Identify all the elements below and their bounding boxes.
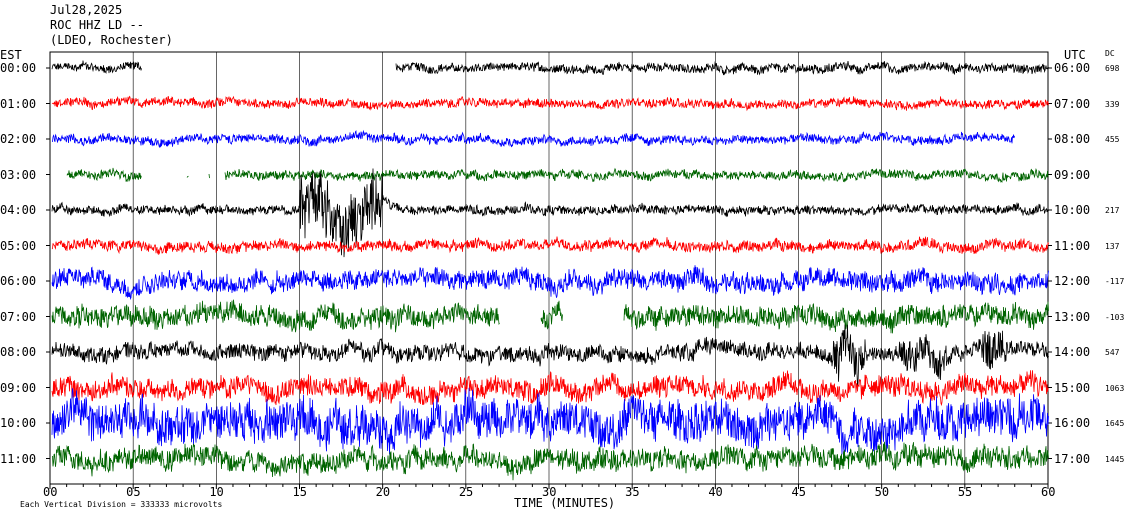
x-tick-label: 20 bbox=[376, 486, 390, 498]
x-tick-label: 60 bbox=[1041, 486, 1055, 498]
footer-note: Each Vertical Division = 333333 microvol… bbox=[20, 500, 222, 509]
trace-0300 bbox=[67, 168, 1049, 182]
x-tick-label: 50 bbox=[875, 486, 889, 498]
x-axis-title: TIME (MINUTES) bbox=[514, 497, 615, 509]
trace-0500 bbox=[52, 237, 1049, 254]
trace-1000 bbox=[52, 388, 1049, 455]
trace-0900 bbox=[52, 370, 1049, 406]
x-tick-label: 00 bbox=[43, 486, 57, 498]
trace-0200 bbox=[52, 131, 1015, 147]
trace-0600 bbox=[52, 265, 1049, 299]
x-tick-label: 10 bbox=[209, 486, 223, 498]
x-tick-label: 05 bbox=[126, 486, 140, 498]
x-tick-label: 25 bbox=[459, 486, 473, 498]
x-tick-label: 55 bbox=[958, 486, 972, 498]
x-tick-label: 35 bbox=[625, 486, 639, 498]
trace-1100 bbox=[52, 442, 1049, 480]
trace-0000 bbox=[52, 61, 1049, 76]
x-tick-label: 30 bbox=[542, 486, 556, 498]
x-tick-label: 15 bbox=[293, 486, 307, 498]
x-tick-label: 45 bbox=[792, 486, 806, 498]
trace-0100 bbox=[52, 96, 1049, 110]
x-tick-label: 40 bbox=[708, 486, 722, 498]
trace-0700 bbox=[52, 300, 1049, 334]
